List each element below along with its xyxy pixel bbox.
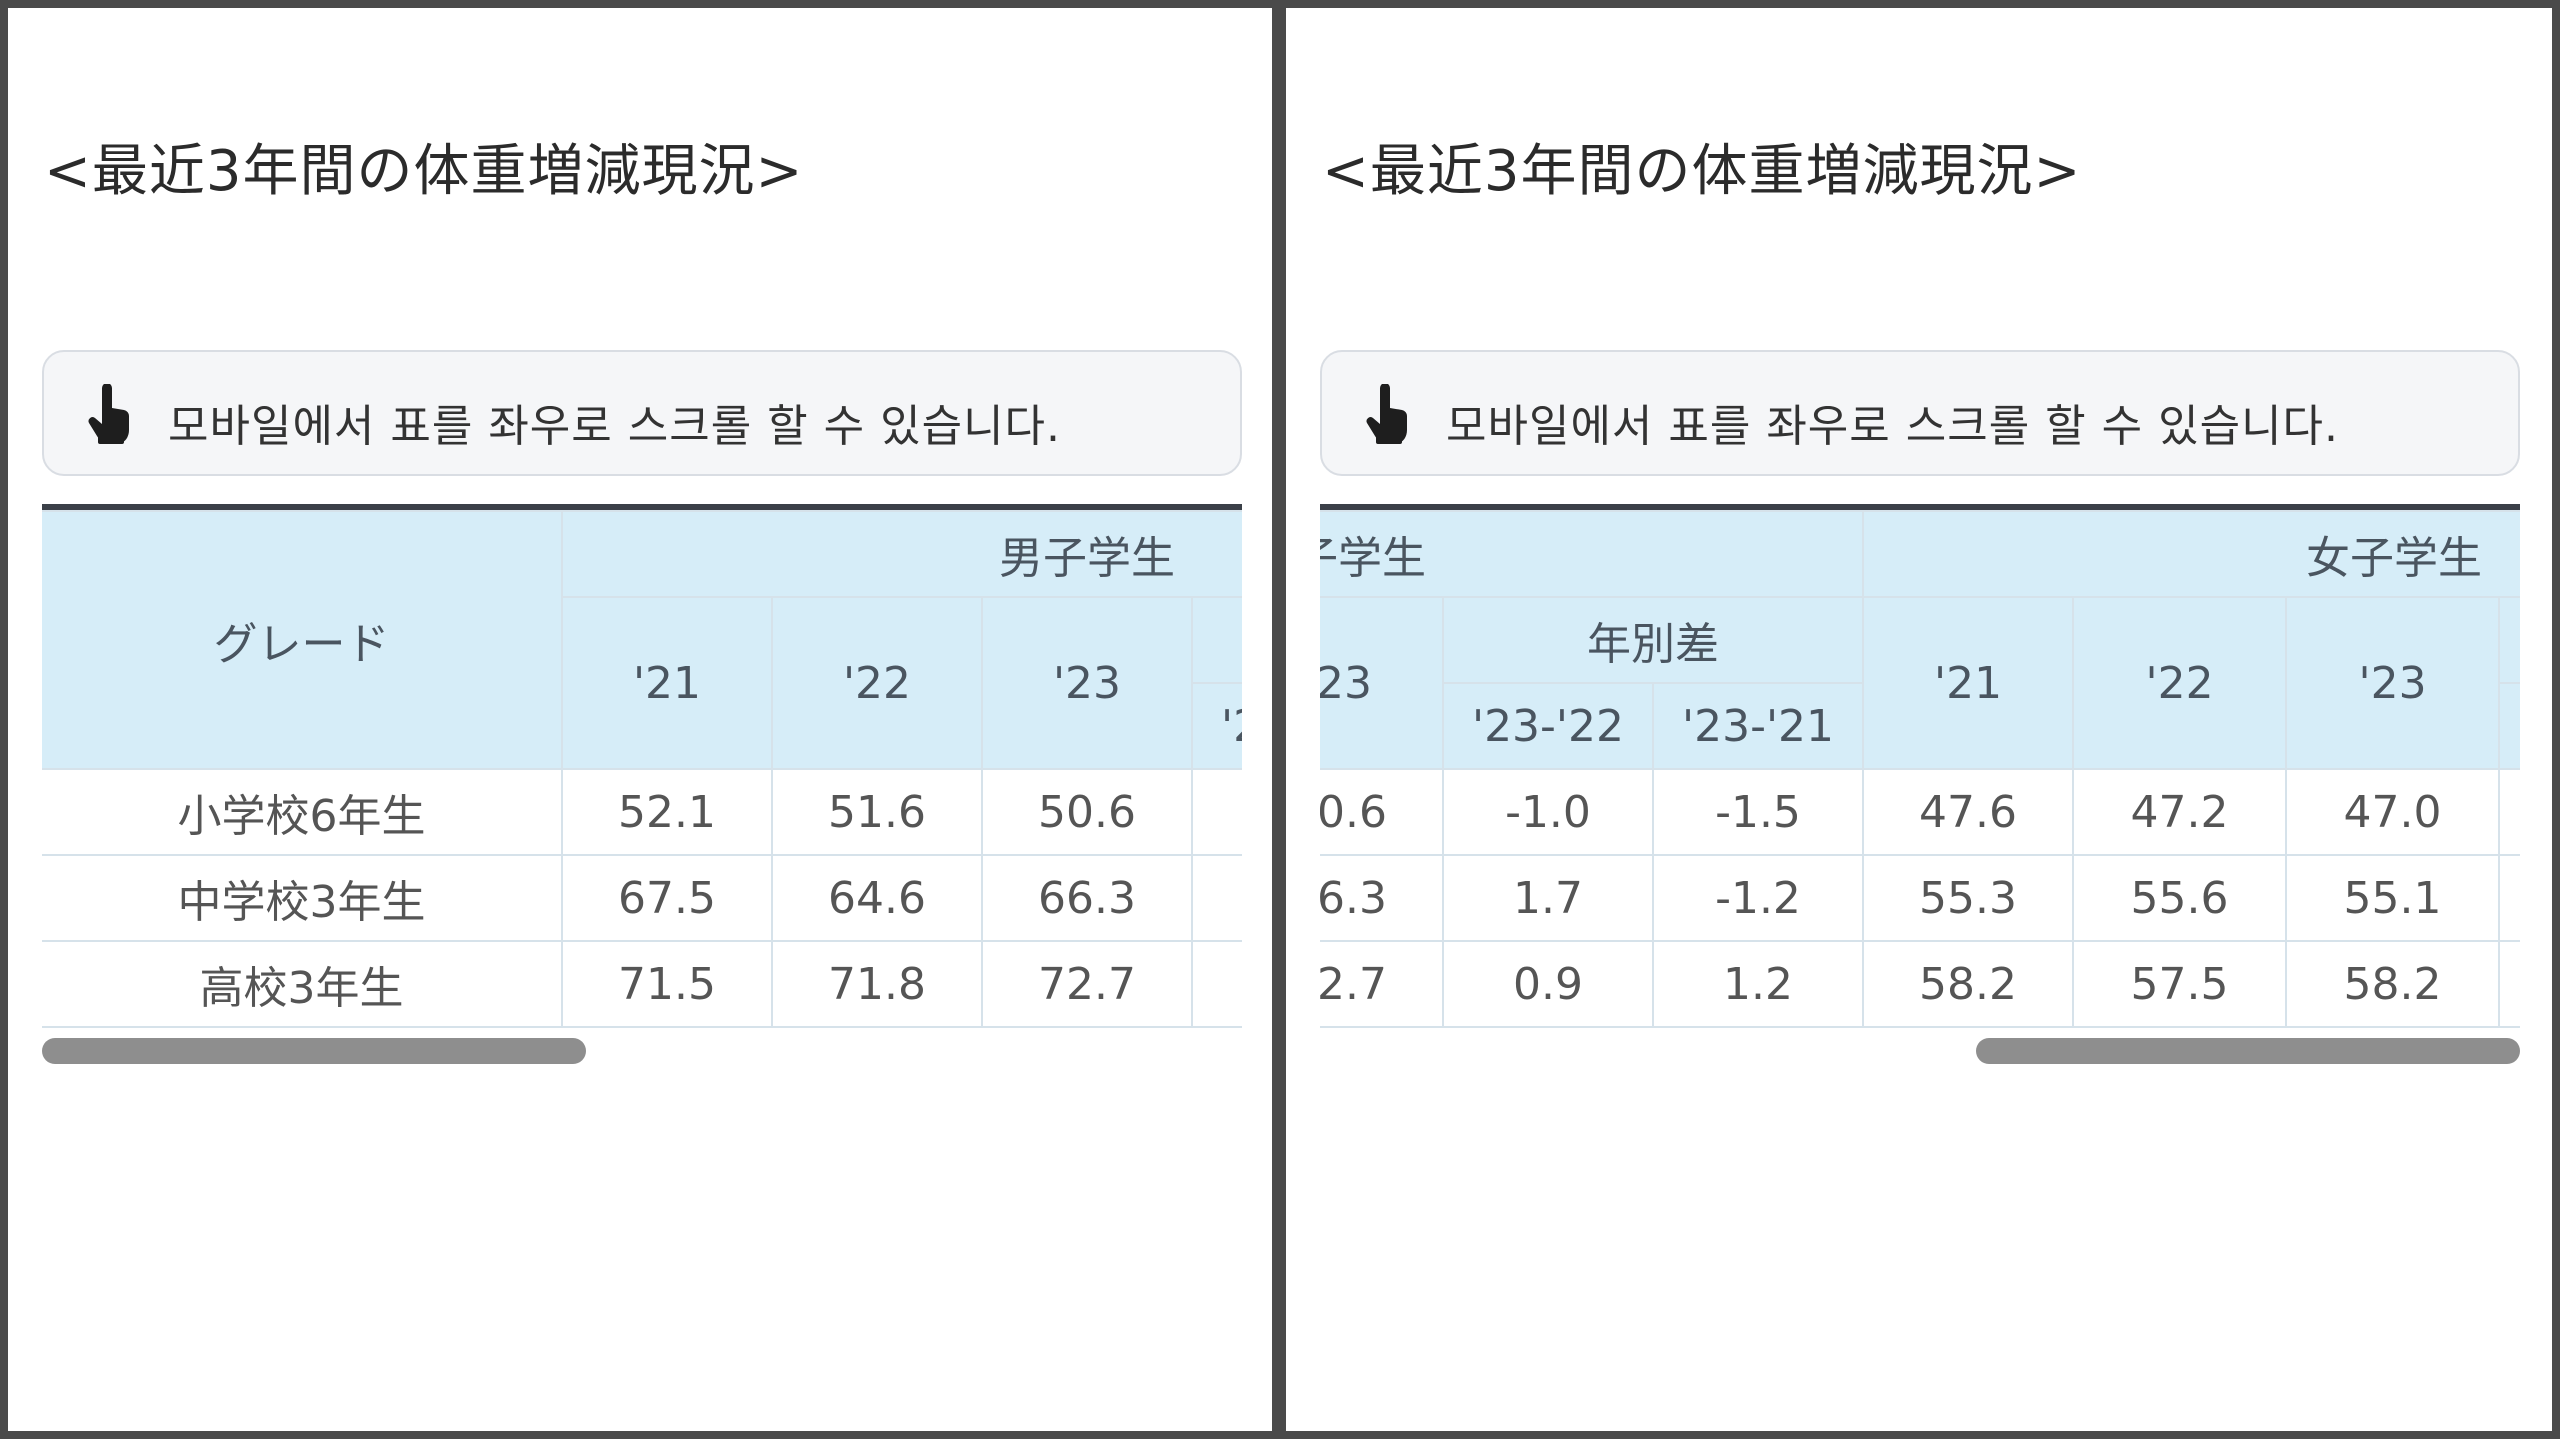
table-row: 小学校6年生52.151.650.6-1.0-1.547.647.247.0-0… [1320,768,2520,856]
male-diff-cell: -1.0 [1191,768,1242,856]
male-diff-col-header: '23-'21 [1651,682,1865,770]
male-weight-cell: 64.6 [771,854,983,942]
female-students-header: 女子学生 [1862,510,2520,598]
scroll-notice-text: 모바일에서 표를 좌우로 스크롤 할 수 있습니다. [1446,401,2340,452]
male-weight-cell: 72.7 [1320,940,1444,1028]
male-diff-col-header: '23-'22 [1442,682,1654,770]
female-weight-cell: 47.6 [1862,768,2075,856]
female-weight-cell: 58.2 [2285,940,2501,1028]
male-diff-col-header: '23-'22 [1191,682,1242,770]
male-weight-cell: 67.5 [561,854,773,942]
scroll-notice: 모바일에서 표를 좌우로 스크롤 할 수 있습니다. [1320,350,2520,476]
male-weight-cell: 72.7 [981,940,1193,1028]
male-diff-cell: -1.2 [1651,854,1865,942]
male-weight-cell: 71.8 [771,940,983,1028]
male-year-header: '22 [771,596,983,770]
female-weight-cell: 55.6 [2072,854,2288,942]
female-diff-col-header: '23-'22 [2498,682,2520,770]
right-screenshot-panel: <最近3年間の体重増減現況> 모바일에서 표를 좌우로 스크롤 할 수 있습니다… [1286,8,2552,1431]
male-diff-cell: 0.9 [1191,940,1242,1028]
female-year-header: '23 [2285,596,2501,770]
table-row: 中学校3年生67.564.666.31.7-1.255.355.655.1-0.… [1320,854,2520,942]
grade-cell: 中学校3年生 [42,854,563,942]
table-top-border [42,504,1242,510]
male-year-diff-header: 年別差 [1441,596,1865,684]
female-weight-cell: 47.2 [2072,768,2288,856]
male-year-header: '23 [981,596,1193,770]
male-diff-cell: 1.7 [1191,854,1242,942]
male-weight-cell: 51.6 [771,768,983,856]
female-weight-cell: 55.1 [2285,854,2501,942]
male-weight-cell: 66.3 [1320,854,1444,942]
grade-header: グレード [42,510,563,770]
female-year-diff-header: 年別差 [2498,596,2520,684]
scroll-notice: 모바일에서 표를 좌우로 스크롤 할 수 있습니다. [42,350,1242,476]
male-weight-cell: 71.5 [561,940,773,1028]
male-students-header: 男子学生 [1320,510,1865,598]
female-diff-cell: 0.7 [2498,940,2520,1028]
female-year-header: '22 [2072,596,2288,770]
horizontal-scrollbar-thumb[interactable] [42,1038,586,1064]
male-diff-cell: 1.7 [1442,854,1654,942]
page-title: <最近3年間の体重増減現況> [44,139,804,204]
male-year-header: '21 [561,596,773,770]
male-year-header: '23 [1320,596,1444,770]
male-diff-cell: -1.5 [1651,768,1865,856]
table-top-border [1320,504,2520,510]
female-weight-cell: 55.3 [1862,854,2075,942]
horizontal-scrollbar-thumb[interactable] [1976,1038,2520,1064]
weight-table: グレード男子学生女子学生'21'22'23年別差'21'22'23年別差'23-… [1320,510,2520,1028]
pointing-hand-icon [88,384,130,444]
male-diff-cell: -1.0 [1442,768,1654,856]
grade-cell: 高校3年生 [42,940,563,1028]
male-diff-cell: 0.9 [1442,940,1654,1028]
female-weight-cell: 47.0 [2285,768,2501,856]
male-weight-cell: 50.6 [1320,768,1444,856]
female-weight-cell: 58.2 [1862,940,2075,1028]
weight-table: グレード男子学生女子学生'21'22'23年別差'21'22'23年別差'23-… [42,510,1242,1028]
female-diff-cell: -0.2 [2498,768,2520,856]
left-screenshot-panel: <最近3年間の体重増減現況> 모바일에서 표를 좌우로 스크롤 할 수 있습니다… [8,8,1272,1431]
female-diff-cell: -0.5 [2498,854,2520,942]
page-title: <最近3年間の体重増減現況> [1322,139,2082,204]
male-weight-cell: 66.3 [981,854,1193,942]
female-weight-cell: 57.5 [2072,940,2288,1028]
female-year-header: '21 [1862,596,2075,770]
male-weight-cell: 50.6 [981,768,1193,856]
table-row: 中学校3年生67.564.666.31.7-1.255.355.655.1-0.… [42,854,1242,942]
male-diff-cell: 1.2 [1651,940,1865,1028]
table-row: 小学校6年生52.151.650.6-1.0-1.547.647.247.0-0… [42,768,1242,856]
scroll-notice-text: 모바일에서 표를 좌우로 스크롤 할 수 있습니다. [168,401,1062,452]
table-scroll-viewport[interactable]: グレード男子学生女子学生'21'22'23年別差'21'22'23年別差'23-… [1320,504,2520,1030]
grade-cell: 小学校6年生 [42,768,563,856]
male-weight-cell: 52.1 [561,768,773,856]
table-scroll-viewport[interactable]: グレード男子学生女子学生'21'22'23年別差'21'22'23年別差'23-… [42,504,1242,1030]
pointing-hand-icon [1366,384,1408,444]
male-year-diff-header: 年別差 [1190,596,1242,684]
male-students-header: 男子学生 [560,510,1242,598]
